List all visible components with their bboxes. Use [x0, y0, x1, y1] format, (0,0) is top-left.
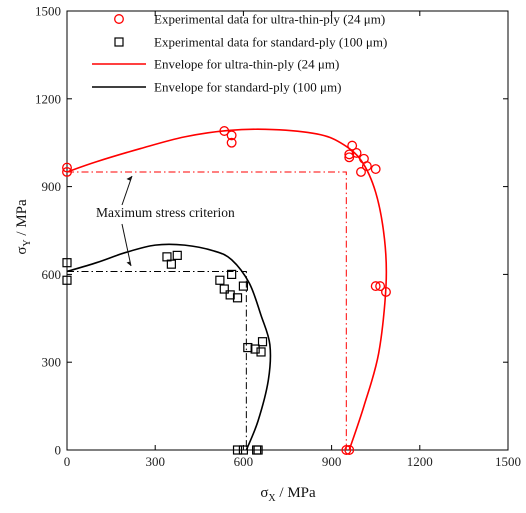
data-point-standard: [166, 259, 176, 269]
max-stress-box-ultra: [67, 171, 347, 450]
annotations: Maximum stress criterion: [96, 175, 235, 267]
data-point-ultra: [226, 130, 237, 141]
legend-marker-standard-data: [114, 37, 124, 47]
reference-lines: [67, 171, 347, 450]
data-point-standard: [250, 344, 260, 354]
x-tick-label: 300: [145, 454, 165, 469]
plot-frame: [66, 10, 509, 451]
data-point-standard: [238, 445, 248, 455]
data-point-ultra: [370, 164, 381, 174]
y-axis-title: σY / MPa: [14, 199, 33, 255]
data-point-ultra: [344, 445, 355, 455]
x-tick-label: 1200: [407, 454, 433, 469]
data-point-ultra: [62, 167, 72, 177]
data-point-standard: [243, 342, 253, 353]
criterion-arrowhead-upper: [126, 176, 132, 181]
data-point-standard: [256, 347, 266, 357]
data-point-standard: [257, 337, 268, 347]
data-point-ultra: [375, 281, 386, 292]
y-tick-label: 0: [55, 443, 62, 458]
legend-label: Envelope for standard-ply (100 μm): [154, 80, 341, 95]
criterion-pointer-upper: [121, 175, 133, 206]
envelope-curves: [66, 128, 388, 451]
x-tick-label: 1500: [495, 454, 521, 469]
data-point-ultra: [344, 152, 355, 163]
data-point-ultra: [219, 126, 230, 136]
criterion-arrowhead-lower: [126, 261, 131, 266]
y-tick-label: 300: [42, 355, 62, 370]
x-tick-label: 0: [64, 454, 71, 469]
legend: Experimental data for ultra-thin-ply (24…: [92, 12, 387, 95]
data-point-ultra: [381, 287, 391, 297]
data-point-standard: [219, 284, 229, 294]
data-point-ultra: [351, 147, 362, 158]
data-point-ultra: [370, 281, 381, 292]
data-point-standard: [227, 269, 237, 279]
y-tick-label: 600: [42, 267, 62, 282]
data-point-standard: [253, 445, 263, 455]
data-point-standard: [225, 290, 235, 300]
x-tick-label: 900: [322, 454, 342, 469]
x-tick-label: 600: [234, 454, 254, 469]
data-point-ultra: [341, 445, 352, 455]
data-point-standard: [62, 258, 72, 268]
criterion-pointer-lower: [121, 223, 132, 267]
data-point-standard: [172, 250, 182, 260]
y-tick-label: 900: [42, 179, 62, 194]
data-point-standard: [232, 293, 243, 303]
data-point-standard: [238, 281, 248, 291]
x-axis-title: σX / MPa: [260, 485, 316, 504]
legend-label: Envelope for ultra-thin-ply (24 μm): [154, 57, 339, 72]
max-stress-box-standard: [67, 270, 247, 450]
data-point-ultra: [356, 167, 366, 177]
data-point-ultra: [226, 137, 237, 148]
data-point-ultra: [344, 149, 355, 160]
axes: 0 300 600 900 1200 1500 0 300 600 900 1200 1500: [35, 4, 521, 470]
legend-label: Experimental data for standard-ply (100 …: [154, 35, 387, 50]
y-tick-label: 1500: [35, 4, 61, 19]
legend-label: Experimental data for ultra-thin-ply (24…: [154, 12, 385, 27]
envelope-curve-ultra: [66, 128, 388, 451]
criterion-label: Maximum stress criterion: [96, 205, 235, 220]
legend-marker-ultra-data: [114, 14, 124, 24]
data-point-ultra: [62, 162, 72, 173]
data-point-ultra: [361, 161, 372, 172]
data-points: [62, 126, 391, 455]
y-tick-label: 1200: [35, 91, 61, 106]
envelope-curve-standard: [66, 243, 272, 451]
data-point-standard: [215, 275, 225, 285]
data-point-ultra: [347, 140, 358, 151]
data-point-standard: [62, 275, 72, 285]
data-point-standard: [232, 445, 243, 455]
